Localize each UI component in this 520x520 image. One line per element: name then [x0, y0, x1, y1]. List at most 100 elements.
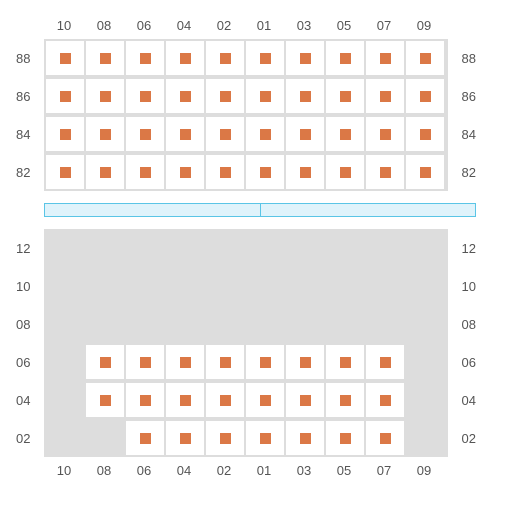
- seat-available[interactable]: [366, 345, 404, 379]
- seat-available[interactable]: [126, 79, 164, 113]
- seat-available[interactable]: [166, 421, 204, 455]
- seat-available[interactable]: [86, 117, 124, 151]
- seat-available[interactable]: [166, 79, 204, 113]
- seat-empty: [406, 307, 444, 341]
- seat-available[interactable]: [366, 117, 404, 151]
- seat-available[interactable]: [166, 383, 204, 417]
- seat-available[interactable]: [126, 421, 164, 455]
- seat-available[interactable]: [366, 79, 404, 113]
- row-label-left: 06: [10, 355, 44, 370]
- seat-marker-icon: [420, 129, 431, 140]
- seat-available[interactable]: [46, 79, 84, 113]
- seat-marker-icon: [300, 167, 311, 178]
- row-label-right: 12: [448, 241, 482, 256]
- stage-divider-wrap: [10, 203, 510, 217]
- seat-empty: [126, 231, 164, 265]
- seat-marker-icon: [340, 129, 351, 140]
- seat-available[interactable]: [206, 155, 244, 189]
- seat-available[interactable]: [86, 41, 124, 75]
- seat-available[interactable]: [286, 155, 324, 189]
- seat-available[interactable]: [366, 421, 404, 455]
- seat-available[interactable]: [246, 155, 284, 189]
- seat-available[interactable]: [86, 155, 124, 189]
- seat-available[interactable]: [406, 117, 444, 151]
- seat-available[interactable]: [406, 79, 444, 113]
- seat-available[interactable]: [246, 79, 284, 113]
- seat-available[interactable]: [86, 79, 124, 113]
- column-label: 02: [204, 463, 244, 478]
- seat-available[interactable]: [126, 383, 164, 417]
- seat-available[interactable]: [206, 421, 244, 455]
- seat-available[interactable]: [326, 155, 364, 189]
- seat-available[interactable]: [406, 41, 444, 75]
- seat-available[interactable]: [126, 41, 164, 75]
- seat-available[interactable]: [166, 345, 204, 379]
- seat-available[interactable]: [366, 41, 404, 75]
- seat-available[interactable]: [86, 345, 124, 379]
- seat-available[interactable]: [206, 383, 244, 417]
- seat-available[interactable]: [206, 79, 244, 113]
- seat-available[interactable]: [326, 421, 364, 455]
- seat-marker-icon: [220, 433, 231, 444]
- seat-available[interactable]: [246, 41, 284, 75]
- seat-empty: [406, 345, 444, 379]
- seat-available[interactable]: [46, 41, 84, 75]
- seat-available[interactable]: [366, 383, 404, 417]
- seat-empty: [246, 231, 284, 265]
- seat-available[interactable]: [166, 41, 204, 75]
- seat-available[interactable]: [326, 79, 364, 113]
- column-label: 04: [164, 463, 204, 478]
- seat-available[interactable]: [246, 383, 284, 417]
- seat-available[interactable]: [326, 383, 364, 417]
- seat-available[interactable]: [286, 345, 324, 379]
- seat-available[interactable]: [126, 117, 164, 151]
- seat-available[interactable]: [206, 117, 244, 151]
- seat-marker-icon: [220, 395, 231, 406]
- seat-marker-icon: [260, 433, 271, 444]
- seat-marker-icon: [380, 167, 391, 178]
- row-label-left: 86: [10, 89, 44, 104]
- seat-marker-icon: [420, 91, 431, 102]
- seat-available[interactable]: [166, 155, 204, 189]
- seat-available[interactable]: [126, 155, 164, 189]
- row-label-right: 08: [448, 317, 482, 332]
- seat-marker-icon: [180, 167, 191, 178]
- seat-available[interactable]: [326, 41, 364, 75]
- seat-available[interactable]: [286, 383, 324, 417]
- seat-empty: [166, 307, 204, 341]
- seat-empty: [326, 307, 364, 341]
- seat-available[interactable]: [326, 345, 364, 379]
- seat-marker-icon: [260, 91, 271, 102]
- seat-marker-icon: [180, 91, 191, 102]
- seat-marker-icon: [300, 357, 311, 368]
- seat-available[interactable]: [286, 79, 324, 113]
- seat-empty: [246, 269, 284, 303]
- seat-available[interactable]: [206, 41, 244, 75]
- seat-row-grid: [44, 305, 448, 343]
- seat-available[interactable]: [246, 421, 284, 455]
- seat-available[interactable]: [366, 155, 404, 189]
- seat-available[interactable]: [246, 345, 284, 379]
- seat-row: 8282: [10, 153, 510, 191]
- row-label-right: 82: [448, 165, 482, 180]
- column-label: 08: [84, 463, 124, 478]
- seat-available[interactable]: [46, 155, 84, 189]
- seat-marker-icon: [260, 129, 271, 140]
- seat-available[interactable]: [286, 41, 324, 75]
- seat-empty: [326, 269, 364, 303]
- seat-available[interactable]: [126, 345, 164, 379]
- column-label: 09: [404, 463, 444, 478]
- seat-marker-icon: [220, 129, 231, 140]
- seat-available[interactable]: [86, 383, 124, 417]
- seat-available[interactable]: [406, 155, 444, 189]
- seat-available[interactable]: [286, 117, 324, 151]
- seat-marker-icon: [220, 91, 231, 102]
- seat-available[interactable]: [166, 117, 204, 151]
- seat-available[interactable]: [286, 421, 324, 455]
- seat-marker-icon: [260, 357, 271, 368]
- seat-row-grid: [44, 419, 448, 457]
- seat-available[interactable]: [46, 117, 84, 151]
- seat-available[interactable]: [206, 345, 244, 379]
- seat-available[interactable]: [326, 117, 364, 151]
- seat-available[interactable]: [246, 117, 284, 151]
